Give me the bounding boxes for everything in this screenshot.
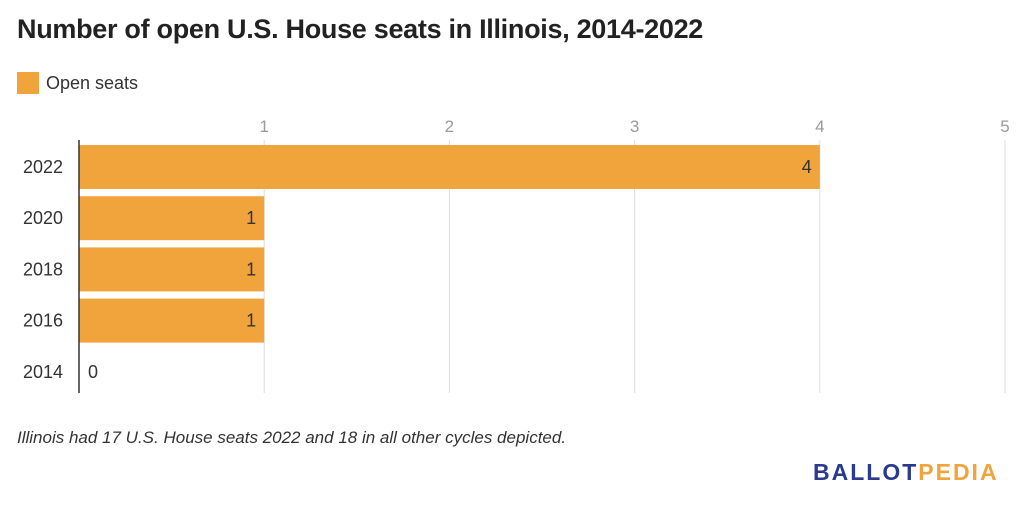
x-tick-label: 3 <box>630 117 639 136</box>
bars <box>79 145 820 343</box>
category-label: 2014 <box>23 362 63 382</box>
chart-title: Number of open U.S. House seats in Illin… <box>17 14 704 44</box>
data-labels: 2022 4 2020 1 2018 1 2016 1 2014 0 <box>23 157 812 382</box>
ballotpedia-logo[interactable]: BALLOTPEDIA <box>813 459 999 486</box>
bar-2022[interactable] <box>79 145 820 189</box>
x-tick-label: 4 <box>815 117 824 136</box>
data-label: 1 <box>246 208 256 228</box>
axes: 1 2 3 4 5 <box>78 117 1010 393</box>
category-label: 2022 <box>23 157 63 177</box>
logo-text-ballot: BALLOT <box>813 459 919 485</box>
legend-swatch <box>17 72 39 94</box>
logo-text-pedia: PEDIA <box>918 459 999 485</box>
x-tick-label: 5 <box>1000 117 1009 136</box>
bar-2018[interactable] <box>79 247 265 292</box>
legend-label: Open seats <box>46 72 139 93</box>
bar-chart: 2022 4 2020 1 2018 1 2016 1 2014 0 1 2 3 4 5 <box>23 117 1010 393</box>
footnote: Illinois had 17 U.S. House seats 2022 an… <box>17 428 567 447</box>
x-tick-label: 1 <box>259 117 268 136</box>
data-label: 0 <box>88 362 98 382</box>
legend: Open seats <box>17 72 138 94</box>
category-label: 2016 <box>23 311 63 331</box>
bar-2020[interactable] <box>79 196 265 241</box>
category-label: 2018 <box>23 259 63 279</box>
data-label: 1 <box>246 311 256 331</box>
bar-2016[interactable] <box>79 298 265 343</box>
x-tick-label: 2 <box>445 117 454 136</box>
data-label: 1 <box>246 259 256 279</box>
data-label: 4 <box>802 157 812 177</box>
category-label: 2020 <box>23 208 63 228</box>
